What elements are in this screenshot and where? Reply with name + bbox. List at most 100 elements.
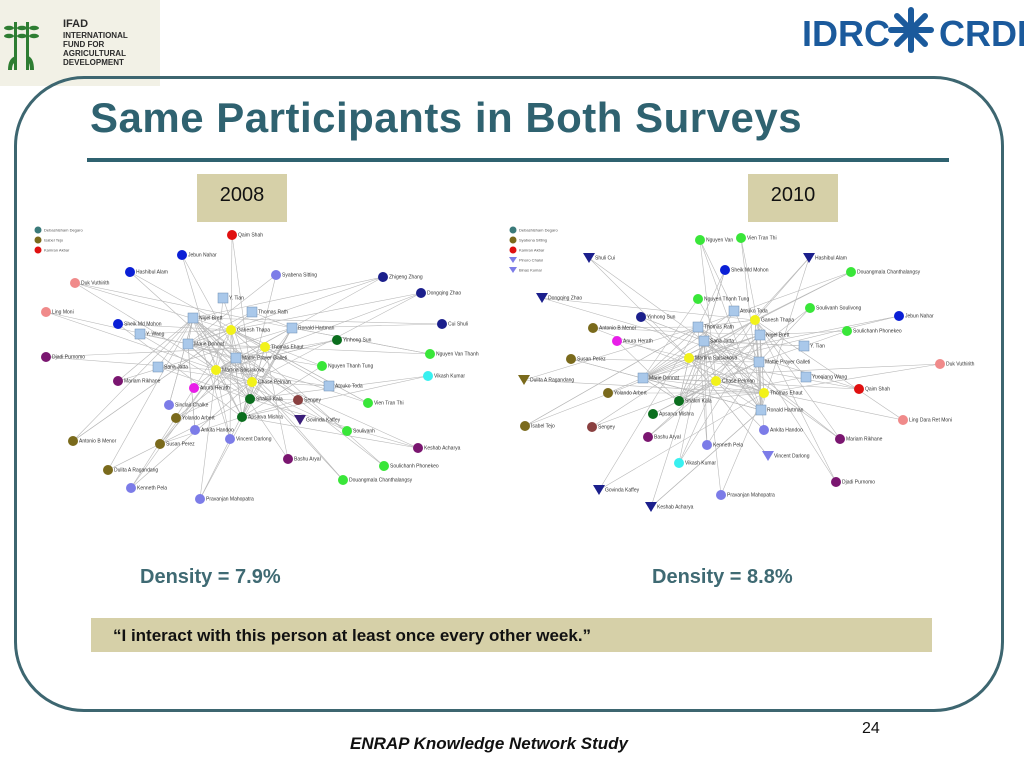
network-edge — [758, 307, 811, 363]
network-node: Dongqing Zhao — [416, 288, 461, 298]
network-edge — [715, 361, 760, 382]
network-node: Govinda Kaffey — [294, 415, 341, 425]
network-edge — [703, 340, 805, 347]
network-edge — [650, 340, 705, 508]
net-2010-legend-item: Pinoro Chaloi — [509, 257, 543, 263]
node-label: Vikash Kumar — [685, 461, 716, 467]
network-edge — [642, 319, 756, 379]
node-label: Djadi Purnomo — [52, 355, 85, 361]
network-edge — [192, 276, 384, 319]
network-edge — [130, 329, 232, 489]
node-label: Sengey — [598, 425, 615, 431]
node-label: Zhigeng Zhang — [389, 275, 423, 281]
network-node: Anura Herath — [189, 383, 230, 393]
network-node: Sana Jatta — [152, 361, 188, 373]
network-edge — [187, 343, 266, 348]
network-edge — [235, 339, 338, 359]
network-node: Nguyen Van — [695, 235, 733, 245]
network-edge — [754, 319, 760, 363]
network-edge — [758, 361, 837, 483]
network-edge — [715, 319, 756, 382]
network-node: Dulita A Ragandang — [103, 465, 158, 475]
network-edge — [703, 340, 765, 394]
node-label: Jebun Nahar — [905, 314, 934, 320]
node-label: Dulita A Ragandang — [114, 468, 158, 474]
ifad-logo-text: IFAD INTERNATIONAL FUND FOR AGRICULTURAL… — [63, 18, 128, 67]
network-edge — [524, 326, 699, 427]
network-edge — [715, 380, 762, 411]
node-label: Thomas Rath — [704, 325, 734, 331]
node-label: Cui Shuli — [448, 322, 468, 328]
node-label: Vincent Darlong — [774, 454, 810, 460]
node-label: Y. Wang — [146, 332, 165, 338]
crdi-text: CRDI — [939, 13, 1024, 54]
node-label: Sana Jatta — [710, 339, 734, 345]
ifad-wheat-icon — [4, 22, 39, 70]
node-label: Govinda Kaffey — [306, 418, 341, 424]
network-diagram-2010: Debashisham Degaro Syabena Sitting Kamran … — [505, 220, 975, 530]
network-node: Martina Spisiakova — [211, 365, 264, 375]
network-node: Thomas Ehaut — [759, 388, 803, 398]
node-label: Govinda Kaffey — [605, 488, 640, 494]
year-label-2010: 2010 — [748, 174, 838, 222]
network-edge — [642, 315, 900, 379]
node-label: Keshab Acharya — [424, 446, 461, 452]
network-edge — [697, 319, 756, 328]
network-edge — [678, 340, 705, 464]
network-node: Mattie Prayer Galleti — [753, 356, 810, 368]
network-edge — [699, 239, 717, 382]
network-edge — [688, 334, 761, 359]
network-edge — [117, 317, 194, 382]
network-node: Yinhong Sun — [636, 312, 676, 322]
network-edge — [72, 329, 232, 442]
network-edge — [187, 343, 419, 449]
network-edge — [139, 333, 189, 345]
node-label: Sheik Md Mohon — [731, 268, 769, 274]
network-node: Chase Pelman — [247, 377, 291, 387]
node-label: Ankita Handoo — [201, 428, 234, 434]
network-edge — [157, 366, 251, 400]
network-node: Yinhong Sun — [332, 335, 372, 345]
network-edge — [759, 334, 762, 411]
network-edge — [181, 254, 217, 371]
network-edge — [591, 319, 756, 428]
network-node: Pravanjan Mahopatra — [716, 490, 775, 500]
idrc-text: IDRC — [802, 13, 890, 54]
network-node: Thomas Rath — [692, 321, 734, 333]
node-label: Mariam Rikhane — [124, 379, 161, 385]
node-label: Djadi Purnomo — [842, 480, 875, 486]
svg-text:Debashisham Degaro: Debashisham Degaro — [44, 228, 83, 233]
network-node: Vikash Kumar — [423, 371, 465, 381]
network-edge — [192, 317, 251, 400]
network-edge — [703, 340, 841, 440]
network-edge — [251, 311, 293, 329]
node-label: Nguyen Van — [706, 238, 733, 244]
network-node: Isabel Tejo — [520, 421, 555, 431]
network-node: Hashibul Alam — [125, 267, 168, 277]
node-label: Vien Tran Thi — [374, 401, 404, 407]
network-node: Bashu Aryal — [643, 432, 681, 442]
network-edge — [175, 346, 266, 419]
network-edge — [241, 399, 299, 418]
network-edge — [187, 311, 253, 345]
network-edge — [642, 298, 699, 379]
network-node: Syabena Sitting — [271, 270, 317, 280]
network-node: Vien Tran Thi — [363, 398, 404, 408]
network-node: Sengey — [293, 395, 321, 405]
network-edge — [215, 292, 422, 371]
survey-question: “I interact with this person at least on… — [91, 618, 932, 652]
network-node: Duk Vuthirith — [70, 278, 110, 288]
node-label: Pravanjan Mahopatra — [206, 497, 254, 503]
network-node: Ganesh Thapa — [226, 325, 270, 335]
node-label: Duk Vuthirith — [946, 362, 975, 368]
network-node: Pravanjan Mahopatra — [195, 494, 254, 504]
network-edge — [754, 319, 841, 440]
svg-text:Pinoro Chaloi: Pinoro Chaloi — [519, 258, 543, 263]
network-edge — [249, 327, 293, 400]
network-edge — [215, 369, 301, 421]
node-label: Nigel Brett — [199, 316, 223, 322]
density-2010: Density = 8.8% — [652, 566, 793, 588]
network-edge — [754, 319, 807, 378]
node-label: Ganesh Thapa — [761, 318, 794, 324]
node-label: Yolando Arbert — [182, 416, 215, 422]
